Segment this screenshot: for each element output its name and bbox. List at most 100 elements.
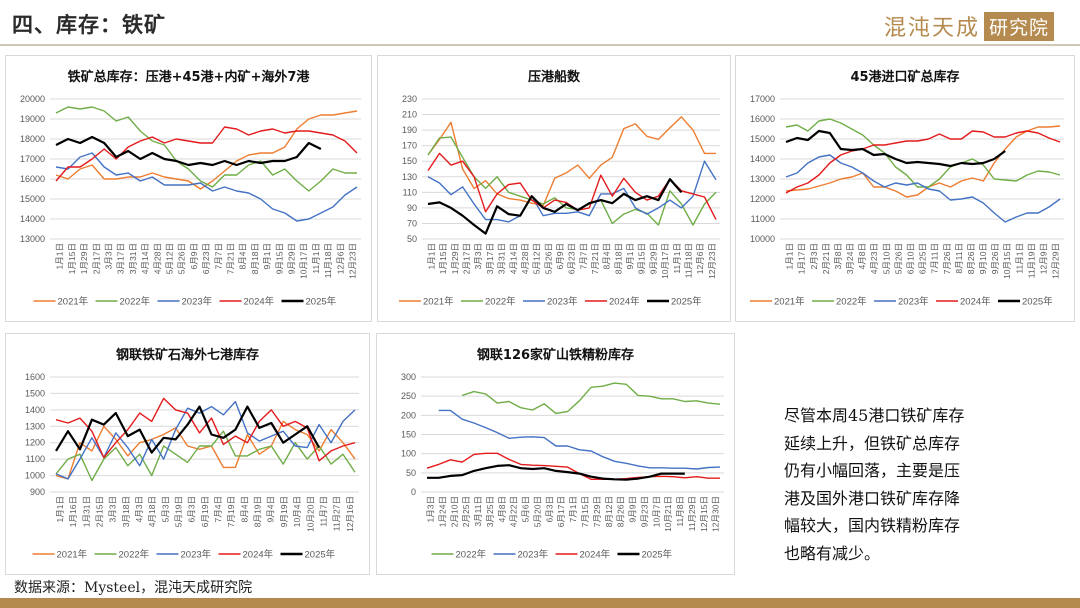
footer-bar [0, 598, 1080, 608]
y-tick-label: 17000 [750, 94, 775, 104]
y-tick-label: 900 [30, 487, 45, 497]
chart-canvas: 50 70 90 110 130 150 170 190 210 230 1月1日 1月15日 1月29… [399, 94, 720, 308]
x-tick-label: 9月1日 [625, 243, 635, 269]
x-tick-label: 3月3日 [103, 243, 113, 269]
x-tick-label: 3月25日 [485, 496, 495, 527]
y-tick-label: 200 [401, 410, 416, 420]
x-tick-label: 9月19日 [279, 496, 289, 527]
commentary: 尽管本周45港口铁矿库存 延续上升，但铁矿总库存 仍有小幅回落，主要是压 港及国… [784, 402, 1044, 567]
x-tick-label: 9月29日 [286, 243, 296, 274]
x-tick-label: 5月10日 [881, 243, 891, 274]
chart-title: 钢联126家矿山铁精粉库存 [476, 348, 635, 363]
x-tick-label: 3月11日 [473, 496, 483, 527]
y-tick-label: 300 [401, 372, 416, 382]
y-tick-label: 15000 [20, 194, 45, 204]
x-tick-label: 2月10日 [449, 496, 459, 527]
x-tick-label: 12月6日 [695, 243, 705, 274]
x-tick-label: 8月11日 [954, 243, 964, 274]
x-tick-label: 9月9日 [628, 496, 638, 522]
x-tick-label: 5月6日 [521, 496, 531, 522]
x-tick-label: 3月24日 [845, 243, 855, 274]
y-tick-label: 1300 [25, 421, 45, 431]
logo-text: 混沌天成 [883, 16, 980, 41]
series-line-2025 [55, 135, 322, 167]
chart-45-ports-inventory: 45港进口矿总库存 10000 11000 12000 13000 14000 15000 1… [735, 55, 1075, 322]
legend-label: 2024年 [960, 296, 991, 308]
chart-126-mines-concentrate: 钢联126家矿山铁精粉库存 0 50 100 150 200 250 300 1月3日 1月24日… [376, 333, 735, 575]
x-tick-label: 3月3日 [473, 243, 483, 269]
x-tick-label: 6月9日 [555, 243, 565, 269]
series-line-2024 [426, 452, 720, 480]
chart-total-inventory: 铁矿总库存：压港+45港+内矿+海外7港 13000 14000 15000 16000… [5, 55, 372, 322]
x-tick-label: 5月20日 [532, 496, 542, 527]
x-tick-label: 7月7日 [213, 243, 223, 269]
x-tick-label: 8月12日 [604, 496, 614, 527]
x-tick-label: 10月15日 [1002, 243, 1012, 279]
legend-label: 2023年 [182, 296, 213, 308]
y-tick-label: 16000 [20, 174, 45, 184]
x-tick-label: 5月26日 [893, 243, 903, 274]
chart-canvas: 10000 11000 12000 13000 14000 15000 16000 17000… [750, 94, 1064, 308]
x-tick-label: 6月3日 [187, 496, 197, 522]
legend-label: 2025年 [642, 549, 673, 561]
header-divider [0, 44, 1080, 46]
x-tick-label: 12月30日 [711, 496, 721, 532]
y-tick-label: 100 [401, 449, 416, 459]
x-tick-label: 11月18日 [683, 243, 693, 278]
x-tick-label: 1月15日 [67, 243, 77, 274]
commentary-line: 尽管本周45港口铁矿库存 [784, 406, 965, 425]
x-tick-label: 11月27日 [332, 496, 342, 531]
x-tick-label: 7月7日 [578, 243, 588, 269]
x-tick-label: 2月17日 [462, 243, 472, 274]
x-tick-label: 10月7日 [651, 496, 661, 527]
y-tick-label: 10000 [750, 234, 775, 244]
x-tick-label: 7月19日 [226, 496, 236, 527]
y-tick-label: 1500 [25, 388, 45, 398]
x-tick-label: 3月31日 [497, 243, 507, 274]
x-tick-label: 4月8日 [857, 243, 867, 269]
x-tick-label: 1月15日 [438, 243, 448, 274]
x-tick-label: 1月24日 [437, 496, 447, 527]
legend-label: 2025年 [1022, 296, 1053, 308]
legend-label: 2025年 [671, 296, 702, 308]
x-tick-label: 11月8日 [675, 496, 685, 527]
x-tick-label: 5月3日 [160, 496, 170, 522]
series-line-2023 [427, 160, 717, 223]
x-tick-label: 8月26日 [966, 243, 976, 274]
x-tick-label: 1月29日 [79, 243, 89, 274]
x-tick-label: 12月9日 [1038, 243, 1048, 274]
x-tick-label: 9月23日 [639, 496, 649, 527]
x-tick-label: 4月28日 [520, 243, 530, 274]
chart-vessels-waiting: 压港船数 50 70 90 110 130 150 170 190 210 230 1月1日 1月15日… [377, 55, 731, 322]
y-tick-label: 130 [402, 172, 417, 182]
x-tick-label: 1月29日 [450, 243, 460, 274]
x-tick-label: 7月4日 [213, 496, 223, 522]
x-tick-label: 1月1日 [427, 243, 437, 269]
x-tick-label: 5月26日 [543, 243, 553, 274]
series-line-2022 [461, 382, 721, 415]
y-tick-label: 15000 [750, 134, 775, 144]
x-tick-label: 3月8日 [833, 243, 843, 269]
x-tick-label: 6月19日 [200, 496, 210, 527]
y-tick-label: 11000 [751, 214, 775, 224]
page-title: 四、库存：铁矿 [12, 12, 166, 37]
x-tick-label: 4月8日 [497, 496, 507, 522]
data-source: 数据来源：Mysteel，混沌天成研究院 [14, 580, 253, 596]
x-tick-label: 7月21日 [225, 243, 235, 274]
x-tick-label: 6月10日 [905, 243, 915, 274]
x-tick-label: 2月15日 [94, 496, 104, 527]
legend-label: 2024年 [580, 549, 611, 561]
x-tick-label: 8月4日 [238, 243, 248, 269]
series-line-2022 [427, 136, 717, 226]
x-tick-label: 11月1日 [311, 243, 321, 274]
x-tick-label: 7月1日 [568, 496, 578, 522]
y-tick-label: 210 [402, 110, 417, 120]
x-tick-label: 4月14日 [140, 243, 150, 274]
legend-label: 2021年 [57, 549, 88, 561]
y-tick-label: 20000 [20, 94, 45, 104]
x-tick-label: 11月18日 [323, 243, 333, 278]
y-tick-label: 13000 [20, 234, 45, 244]
series-line-2023 [55, 400, 356, 480]
series-line-2025 [427, 178, 683, 235]
y-tick-label: 1100 [26, 454, 45, 464]
